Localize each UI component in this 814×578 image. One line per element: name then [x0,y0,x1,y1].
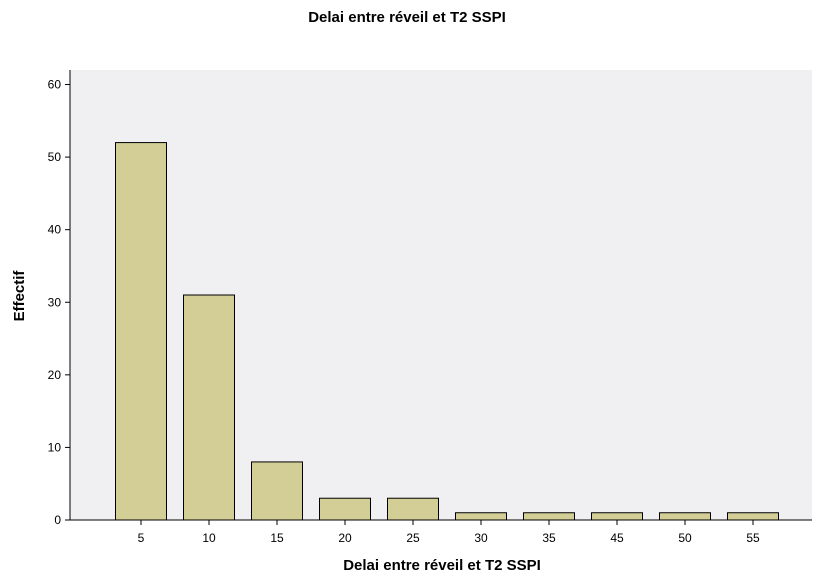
plot-area [70,70,812,520]
chart-title: Delai entre réveil et T2 SSPI [308,9,506,26]
y-tick-label: 50 [48,150,62,164]
bar-35 [523,512,575,521]
y-tick-label: 40 [48,223,62,237]
x-tick-label: 20 [338,531,352,545]
x-tick-label: 10 [202,531,216,545]
x-tick-label: 55 [746,531,760,545]
y-tick-label: 20 [48,368,62,382]
bar-10 [183,294,235,521]
x-tick-label: 25 [406,531,420,545]
x-tick-label: 45 [610,531,624,545]
x-axis-ticks: 5 10 15 20 25 30 35 45 50 55 [138,520,760,545]
x-tick-label: 30 [474,531,488,545]
bar-5 [115,142,167,521]
y-tick-label: 60 [48,78,62,92]
bar-15 [251,461,303,521]
bar-30 [455,512,507,521]
x-axis-title: Delai entre réveil et T2 SSPI [343,557,541,574]
bar-45 [591,512,643,521]
bar-25 [387,497,439,521]
x-tick-label: 15 [270,531,284,545]
y-axis-title: Effectif [11,270,28,322]
y-axis-ticks: 0 10 20 30 40 50 60 [48,78,70,527]
y-tick-label: 0 [54,513,61,527]
bar-50 [659,512,711,521]
x-tick-label: 5 [138,531,145,545]
x-tick-label: 50 [678,531,692,545]
y-tick-label: 10 [48,440,62,454]
bar-55 [727,512,779,521]
x-tick-label: 35 [542,531,556,545]
bar-20 [319,497,371,521]
bars-group [115,142,779,521]
y-tick-label: 30 [48,295,62,309]
